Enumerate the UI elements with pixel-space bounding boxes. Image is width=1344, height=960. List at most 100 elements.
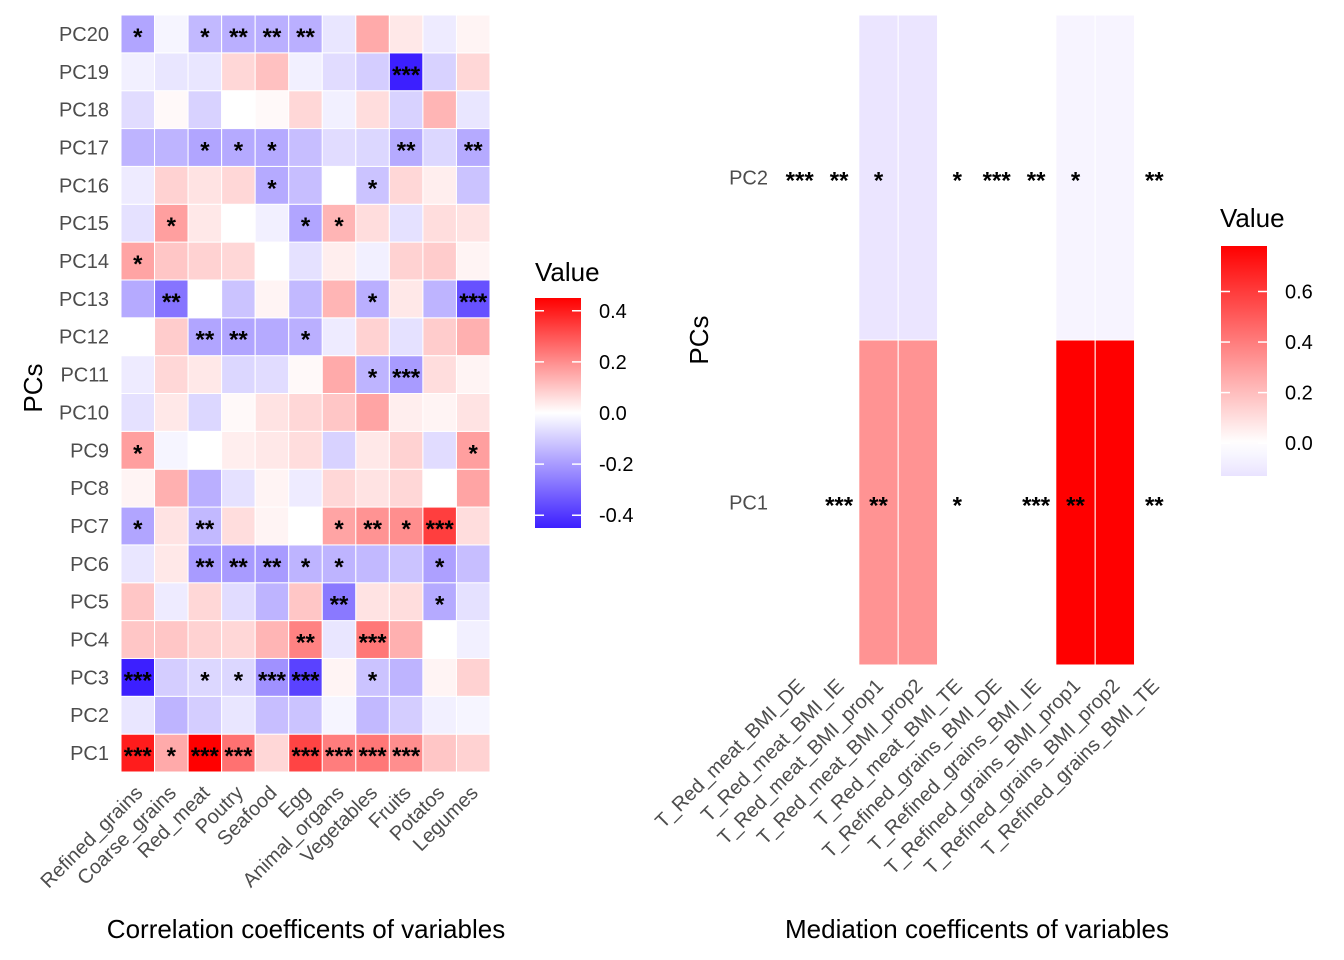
heatmap-cell	[355, 317, 390, 357]
heatmap-cell	[858, 14, 899, 341]
heatmap-cell	[858, 339, 899, 666]
heatmap-cell	[154, 468, 189, 508]
heatmap-cell	[221, 90, 256, 130]
heatmap-cell	[120, 279, 156, 319]
heatmap-cell	[221, 203, 256, 243]
heatmap-cell	[321, 90, 357, 130]
heatmap-cell	[1094, 14, 1136, 341]
heatmap-cell	[154, 582, 189, 622]
heatmap-cell	[120, 393, 156, 432]
significance-stars: ***	[359, 743, 388, 770]
heatmap-cell	[455, 733, 491, 773]
significance-stars: ***	[786, 168, 815, 195]
heatmap-cell	[154, 128, 189, 167]
heatmap-cell	[288, 355, 323, 394]
heatmap-cell	[221, 355, 256, 394]
significance-stars: **	[296, 24, 315, 51]
heatmap-cell	[120, 128, 156, 167]
heatmap-cell	[288, 14, 323, 54]
significance-stars: **	[1066, 493, 1085, 520]
heatmap-cell	[254, 620, 290, 659]
heatmap-cell	[288, 582, 323, 622]
heatmap-cell	[154, 279, 189, 319]
significance-stars: ***	[124, 667, 153, 694]
heatmap-cell	[455, 620, 491, 659]
significance-stars: **	[229, 24, 248, 51]
heatmap-cell	[422, 279, 457, 319]
y-tick-label: PC8	[70, 478, 109, 500]
significance-stars: *	[469, 440, 479, 467]
significance-stars: ***	[124, 743, 153, 770]
heatmap-cell	[422, 90, 457, 130]
heatmap-cell	[221, 317, 256, 357]
significance-stars: ***	[224, 743, 253, 770]
heatmap-cell	[355, 90, 390, 130]
heatmap-cell	[288, 695, 323, 735]
heatmap-cell	[422, 430, 457, 470]
significance-stars: **	[830, 168, 849, 195]
heatmap-cell	[388, 317, 424, 357]
y-tick-label: PC10	[59, 402, 109, 424]
significance-stars: *	[401, 516, 411, 543]
left-xlabel: Correlation coefficents of variables	[107, 914, 505, 944]
heatmap-cell	[120, 317, 156, 357]
y-tick-label: PC3	[70, 667, 109, 689]
left-ylabel: PCs	[18, 363, 48, 412]
heatmap-cell	[221, 468, 256, 508]
heatmap-cell	[422, 203, 457, 243]
heatmap-cell	[1134, 339, 1175, 666]
heatmap-cell	[388, 620, 424, 659]
significance-stars: *	[133, 251, 143, 278]
significance-stars: **	[397, 137, 416, 164]
heatmap-cell	[187, 657, 223, 697]
heatmap-cell	[321, 620, 357, 659]
y-tick-label: PC15	[59, 213, 109, 235]
right-legend-title: Value	[1220, 203, 1285, 233]
heatmap-cell	[254, 582, 290, 622]
significance-stars: **	[229, 554, 248, 581]
heatmap-cell	[321, 241, 357, 281]
heatmap-cell	[187, 355, 223, 394]
heatmap-cell	[120, 733, 156, 773]
heatmap-cell	[388, 203, 424, 243]
heatmap-cell	[355, 14, 390, 54]
heatmap-cell	[355, 241, 390, 281]
heatmap-cell	[321, 128, 357, 167]
significance-stars: *	[368, 175, 378, 202]
significance-stars: ***	[291, 743, 320, 770]
significance-stars: *	[267, 137, 277, 164]
heatmap-cell	[422, 14, 457, 54]
heatmap-cell	[187, 620, 223, 659]
significance-stars: **	[229, 327, 248, 354]
significance-stars: **	[263, 24, 282, 51]
heatmap-cell	[455, 695, 491, 735]
heatmap-cell	[321, 317, 357, 357]
heatmap-cell	[388, 165, 424, 205]
heatmap-cell	[120, 52, 156, 92]
heatmap-cell	[254, 733, 290, 773]
heatmap-cell	[388, 582, 424, 622]
heatmap-cell	[288, 241, 323, 281]
significance-stars: *	[167, 213, 177, 240]
significance-stars: **	[464, 137, 483, 164]
heatmap-cell	[422, 355, 457, 394]
heatmap-cell	[1015, 339, 1057, 666]
significance-stars: *	[301, 213, 311, 240]
heatmap-cell	[321, 582, 357, 622]
heatmap-cell	[120, 506, 156, 546]
heatmap-cell	[154, 317, 189, 357]
significance-stars: *	[301, 554, 311, 581]
heatmap-cell	[254, 317, 290, 357]
significance-stars: *	[200, 667, 210, 694]
heatmap-cell	[187, 52, 223, 92]
significance-stars: *	[953, 168, 963, 195]
heatmap-cell	[221, 52, 256, 92]
heatmap-cell	[455, 203, 491, 243]
heatmap-cell	[388, 14, 424, 54]
heatmap-cell	[221, 695, 256, 735]
significance-stars: *	[368, 365, 378, 392]
significance-stars: ***	[359, 630, 388, 657]
left-legend-title: Value	[535, 257, 600, 287]
heatmap-cell	[388, 241, 424, 281]
